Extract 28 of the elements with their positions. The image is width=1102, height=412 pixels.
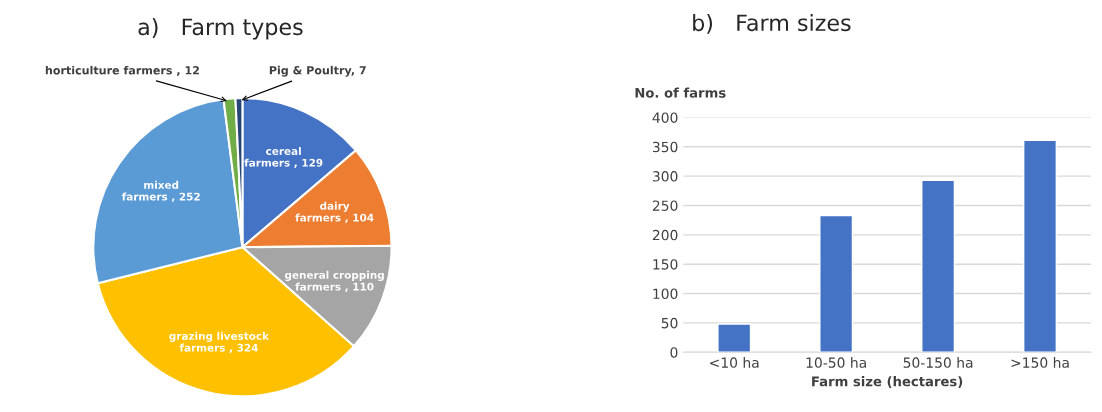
x-tick-label: >150 ha	[1011, 357, 1069, 368]
y-tick-label: 0	[670, 347, 678, 358]
slice-label: general cropping farmers , 110	[284, 270, 384, 292]
bar	[717, 323, 752, 353]
slice-label: grazing livestock farmers , 324	[169, 331, 270, 353]
slice-label: dairy farmers , 104	[295, 201, 374, 223]
bar	[921, 179, 956, 353]
y-tick-label: 150	[653, 259, 678, 270]
x-tick-label: 10-50 ha	[806, 357, 866, 368]
x-tick-label: <10 ha	[710, 357, 759, 368]
y-tick-label: 200	[652, 229, 678, 241]
y-axis-title: No. of farms	[635, 87, 726, 98]
chart-title: a) Farm types	[138, 18, 303, 40]
slice-label: cereal farmers , 129	[244, 146, 323, 169]
y-tick-label: 250	[652, 200, 678, 211]
y-tick-label: 100	[653, 288, 678, 300]
y-tick-label: 400	[652, 112, 678, 123]
bar	[819, 214, 854, 353]
y-tick-label: 50	[661, 317, 678, 329]
y-tick-label: 350	[652, 141, 678, 153]
slice-label: Pig & Poultry, 7	[269, 65, 366, 77]
chart-title: b) Farm sizes	[693, 13, 851, 34]
x-tick-label: 50-150 ha	[903, 357, 973, 368]
slice-label: mixed farmers , 252	[121, 180, 200, 202]
bar	[1023, 139, 1058, 353]
y-tick-label: 300	[652, 171, 678, 182]
x-axis-title: Farm size (hectares)	[812, 376, 963, 388]
slice-label: horticulture farmers , 12	[45, 65, 199, 76]
